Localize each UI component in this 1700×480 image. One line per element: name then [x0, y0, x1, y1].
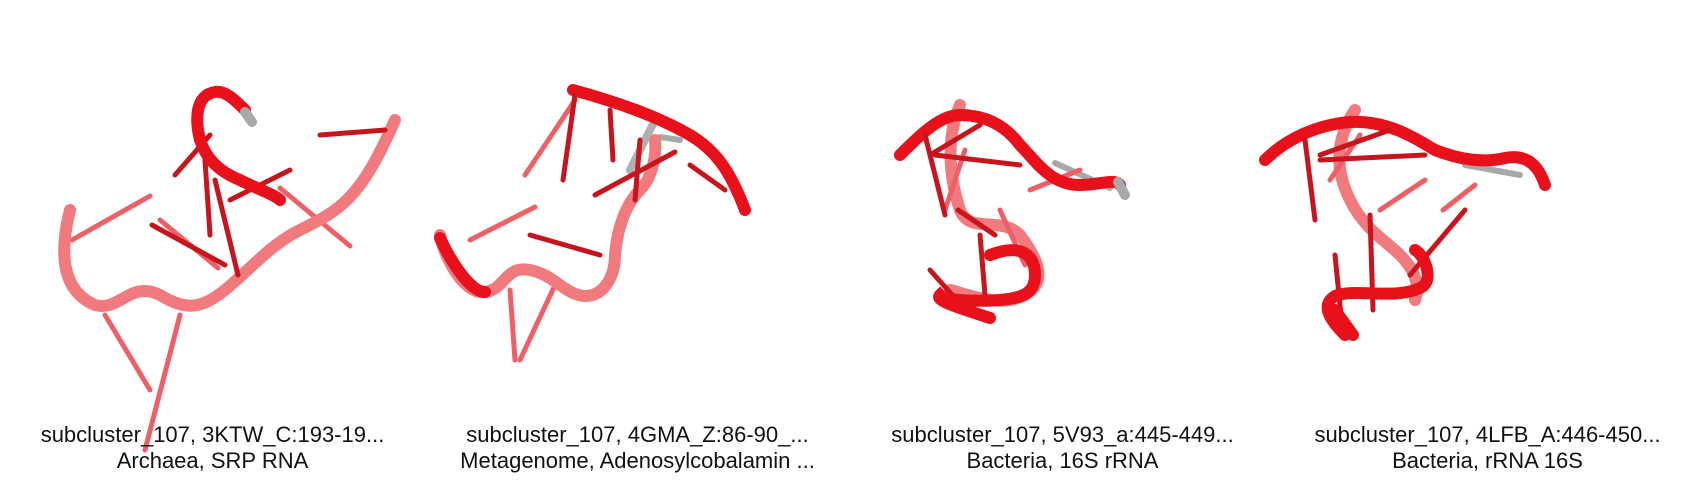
structure-panel-4[interactable]: subcluster_107, 4LFB_A:446-450... Bacter…	[1259, 0, 1700, 480]
structure-panel-2[interactable]: subcluster_107, 4GMA_Z:86-90_... Metagen…	[425, 0, 850, 480]
panel-title: subcluster_107, 3KTW_C:193-19...	[40, 422, 385, 447]
rna-structure-render-1	[58, 85, 401, 453]
rna-structure-render-3	[894, 99, 1130, 324]
panel-title: subcluster_107, 5V93_a:445-449...	[891, 422, 1234, 447]
panel-title: subcluster_107, 4LFB_A:446-450...	[1314, 422, 1661, 447]
structure-panel-3[interactable]: subcluster_107, 5V93_a:445-449... Bacter…	[850, 0, 1275, 480]
rna-structure-render-4	[1259, 104, 1551, 341]
panel-subtitle: Archaea, SRP RNA	[116, 448, 309, 473]
panel-subtitle: Bacteria, rRNA 16S	[1392, 448, 1583, 473]
panel-subtitle: Bacteria, 16S rRNA	[966, 448, 1159, 473]
structure-panel-1[interactable]: subcluster_107, 3KTW_C:193-19... Archaea…	[0, 0, 425, 480]
rna-structure-render-2	[434, 84, 751, 363]
panel-title: subcluster_107, 4GMA_Z:86-90_...	[466, 422, 809, 447]
panel-subtitle: Metagenome, Adenosylcobalamin ...	[460, 448, 815, 473]
